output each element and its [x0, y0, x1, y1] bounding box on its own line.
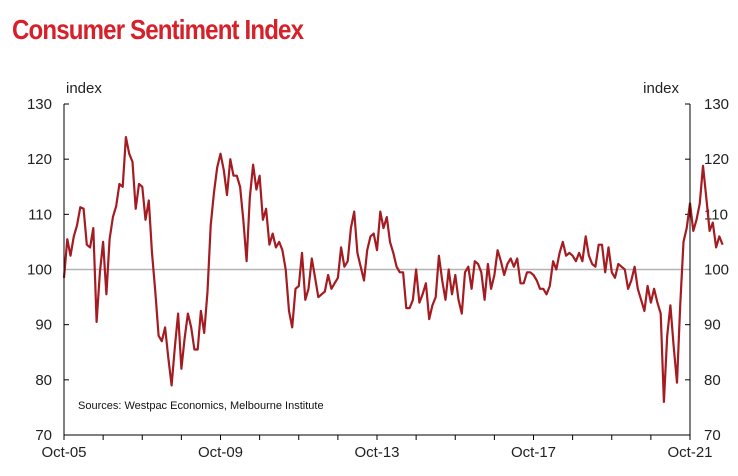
y-tick-label-right: 80	[704, 372, 721, 389]
y-tick-label-left: 120	[27, 151, 52, 168]
x-tick-label: Oct-13	[354, 444, 399, 461]
y-tick-label-left: 70	[35, 427, 52, 444]
series-line	[62, 136, 724, 403]
y-tick-label-right: 130	[704, 96, 729, 113]
x-tick-label: Oct-17	[511, 444, 556, 461]
x-tick-label: Oct-05	[41, 444, 86, 461]
x-tick-label: Oct-09	[198, 444, 243, 461]
x-tick-label: Oct-21	[667, 444, 712, 461]
source-note: Sources: Westpac Economics, Melbourne In…	[78, 400, 324, 412]
y-tick-label-right: 110	[704, 206, 728, 223]
y-tick-label-left: 110	[28, 206, 52, 223]
y-tick-label-right: 100	[704, 262, 729, 279]
y-axis-unit-left: index	[66, 80, 102, 97]
y-tick-label-right: 90	[704, 317, 721, 334]
y-tick-label-left: 90	[35, 317, 52, 334]
y-tick-label-left: 130	[27, 96, 52, 113]
y-axis-unit-right: index	[643, 80, 679, 97]
y-tick-label-right: 70	[704, 427, 721, 444]
y-tick-label-left: 80	[35, 372, 52, 389]
y-tick-label-right: 120	[704, 151, 729, 168]
y-tick-label-left: 100	[27, 262, 52, 279]
chart-title: Consumer Sentiment Index	[12, 14, 304, 45]
